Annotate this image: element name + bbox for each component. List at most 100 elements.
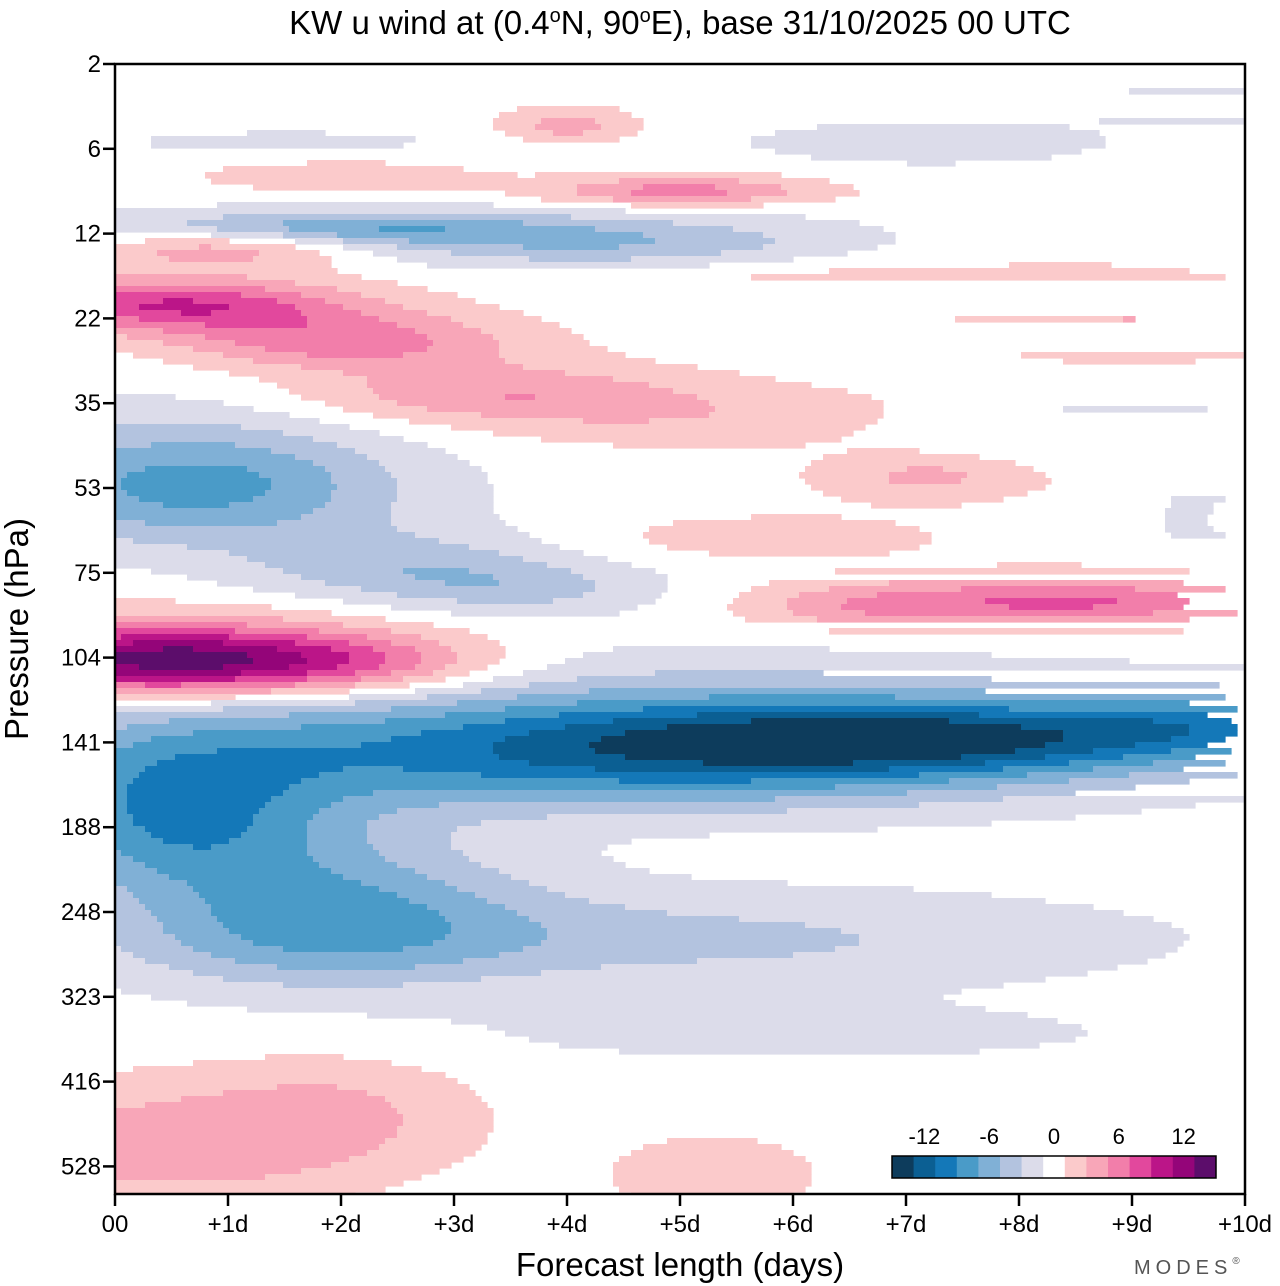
contour-cell: [373, 844, 452, 851]
contour-cell: [229, 550, 500, 557]
contour-cell: [187, 1000, 956, 1007]
contour-cell: [115, 490, 128, 497]
contour-cell: [445, 916, 530, 923]
contour-cell: [457, 658, 500, 665]
contour-cell: [649, 538, 932, 545]
contour-cell: [193, 730, 422, 737]
contour-cell: [877, 592, 1178, 599]
contour-cell: [253, 820, 308, 827]
contour-cell: [391, 628, 470, 635]
contour-cell: [115, 1186, 386, 1193]
contour-cell: [163, 328, 416, 335]
colorbar-swatch: [935, 1156, 958, 1178]
contour-cell: [307, 838, 368, 845]
contour-cell: [583, 130, 638, 137]
contour-cell: [403, 1114, 494, 1121]
contour-cell: [409, 898, 488, 905]
contour-cell: [115, 508, 314, 515]
contour-cell: [529, 916, 740, 923]
contour-cell: [115, 628, 236, 635]
contour-cell: [415, 574, 494, 581]
contour-cell: [1045, 742, 1136, 749]
colorbar-swatch: [1000, 1156, 1022, 1178]
contour-cell: [169, 718, 386, 725]
modes-logo: MODES®: [1134, 1256, 1245, 1279]
contour-cell: [181, 682, 296, 689]
contour-cell: [115, 856, 134, 863]
contour-cell: [979, 712, 1208, 719]
contour-cell: [229, 304, 296, 311]
contour-cell: [967, 472, 1046, 479]
contour-cell: [697, 958, 1148, 965]
contour-cell: [301, 574, 416, 581]
contour-cell: [907, 466, 944, 473]
contour-cell: [115, 400, 224, 407]
contour-cell: [397, 484, 494, 491]
contour-cell: [463, 850, 602, 857]
contour-cell: [559, 712, 698, 719]
contour-cell: [151, 442, 236, 449]
contour-cell: [313, 814, 380, 821]
contour-cell: [115, 1078, 458, 1085]
contour-cell: [115, 778, 134, 785]
contour-cell: [523, 946, 836, 953]
contour-cell: [739, 592, 800, 599]
contour-cell: [127, 490, 266, 497]
contour-cell: [115, 862, 146, 869]
contour-cell: [295, 682, 356, 689]
contour-cell: [115, 1180, 404, 1187]
contour-cell: [115, 472, 128, 479]
contour-cell: [535, 394, 698, 401]
contour-cell: [565, 892, 992, 899]
contour-cell: [1069, 778, 1190, 785]
contour-cell: [445, 712, 560, 719]
y-tick-label: 188: [61, 814, 101, 841]
contour-cell: [529, 760, 704, 767]
contour-cell: [115, 676, 236, 683]
contour-cell: [829, 628, 1184, 635]
contour-cell: [751, 142, 1106, 149]
contour-cell: [133, 856, 314, 863]
contour-cell: [367, 382, 650, 389]
contour-cell: [529, 682, 1220, 689]
contour-cell: [145, 1102, 392, 1109]
contour-cell: [223, 976, 482, 983]
contour-cell: [307, 658, 350, 665]
contour-cell: [205, 322, 308, 329]
contour-cell: [481, 862, 626, 869]
contour-cell: [379, 460, 470, 467]
contour-cell: [481, 976, 1046, 983]
contour-cell: [229, 634, 308, 641]
contour-cell: [559, 1042, 1040, 1049]
contour-cell: [397, 496, 494, 503]
contour-cell: [457, 700, 578, 707]
contour-cell: [271, 448, 356, 455]
contour-cell: [115, 1162, 332, 1169]
contour-cell: [775, 130, 1100, 137]
contour-cell: [379, 664, 416, 671]
contour-cell: [499, 550, 584, 557]
contour-cell: [229, 502, 326, 509]
contour-cell: [547, 928, 842, 935]
contour-cell: [115, 214, 224, 221]
contour-cell: [391, 640, 440, 647]
contour-cell: [445, 580, 500, 587]
contour-cell: [229, 838, 308, 845]
contour-cell: [325, 580, 446, 587]
contour-cell: [181, 1096, 386, 1103]
contour-cell: [115, 466, 146, 473]
contour-cell: [385, 1138, 488, 1145]
contour-cell: [343, 370, 566, 377]
contour-cell: [499, 112, 632, 119]
contour-cell: [115, 256, 170, 263]
contour-cell: [307, 316, 380, 323]
contour-cell: [115, 1096, 182, 1103]
contour-cell: [583, 418, 650, 425]
contour-cell: [499, 952, 794, 959]
contour-cell: [523, 556, 608, 563]
contour-cell: [331, 868, 416, 875]
contour-cell: [223, 664, 290, 671]
contour-cell: [1063, 730, 1190, 737]
contour-cell: [187, 544, 470, 551]
contour-cell: [397, 490, 494, 497]
